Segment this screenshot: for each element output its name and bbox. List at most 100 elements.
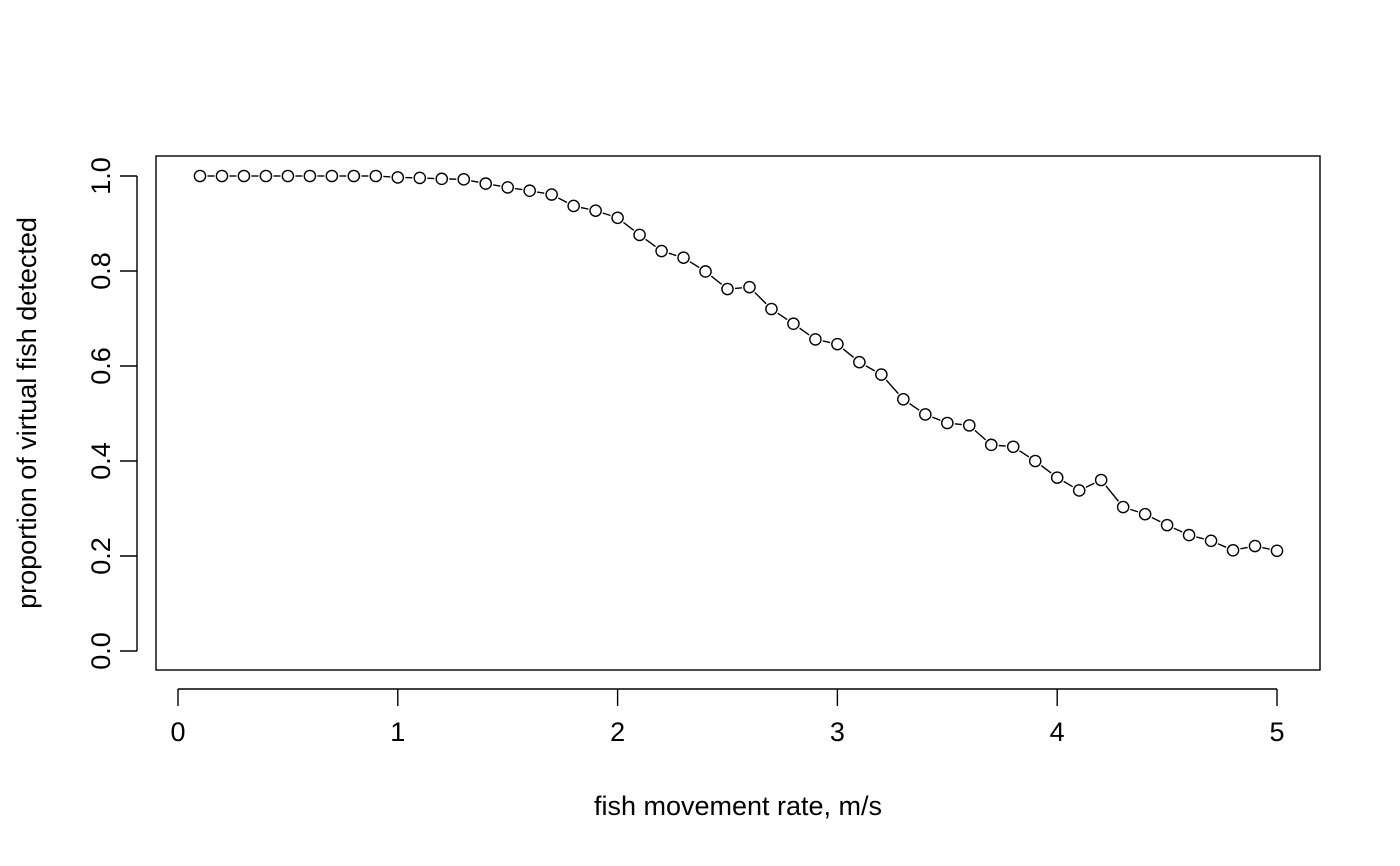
series-line-segment [842,348,855,358]
data-point [1182,528,1196,542]
series-line-segment [799,327,810,336]
data-point [325,169,339,183]
series-line-segment [1217,543,1227,548]
series-line-segment [1040,464,1052,474]
data-point [589,204,602,217]
data-point [633,228,646,242]
data-point [853,355,866,369]
series-line-segment [865,365,876,372]
x-axis: 0 1 2 3 4 5 [170,688,1285,747]
data-point [765,302,778,316]
data-point [193,169,207,183]
y-axis: 0.0 0.2 0.4 0.6 0.8 1.0 [86,157,138,670]
series-line-segment [734,287,743,290]
data-point [1094,473,1108,487]
data-point [1006,440,1020,454]
series-line-segment [1130,508,1139,513]
y-tick-label: 1.0 [86,157,116,195]
data-point [941,416,954,430]
data-point [962,419,976,432]
series-line-segment [645,238,656,248]
data-point [875,368,888,381]
data-point [479,177,493,190]
series-line-segment [1173,527,1183,533]
data-point [1138,507,1152,521]
data-point [347,169,361,183]
x-tick-label: 1 [390,717,405,747]
series-line-segment [580,206,589,210]
data-point [919,408,932,421]
series-line-segment [602,212,611,217]
series-line-segment [1240,546,1248,550]
data-point [1248,539,1262,553]
data-point [1028,454,1042,468]
data-point [699,265,712,278]
x-axis-label: fish movement rate, m/s [594,791,882,821]
data-point [1226,544,1240,557]
data-point [413,171,427,185]
data-point [259,169,273,183]
data-point [1270,544,1284,558]
x-tick-label: 3 [830,717,845,747]
series-line-segment [1196,536,1204,540]
series-line-segment [909,402,920,411]
data-point [655,244,668,258]
series-line-segment [492,184,501,187]
data-point [215,169,229,183]
series-line-segment [515,187,523,191]
data-point [1050,471,1064,484]
data-point [831,337,844,351]
x-tick-label: 2 [610,717,625,747]
series-line-segment [1019,450,1030,458]
series-line-segment [822,340,831,344]
x-tick-label: 4 [1050,717,1065,747]
data-point [523,184,536,198]
data-point [1160,518,1174,532]
series-line-segment [885,379,899,395]
series-line-segment [1262,546,1270,550]
series-line-segment [668,252,677,257]
data-point [1204,534,1218,548]
data-point [677,251,690,265]
data-point [369,169,383,183]
series-line-segment [777,312,788,321]
data-point [721,282,734,296]
series-line-segment [1105,485,1119,502]
data-point [567,199,580,213]
x-tick-label: 5 [1269,717,1284,747]
series-line-segment [974,429,987,441]
data-point [303,169,317,183]
data-point [435,172,449,186]
y-tick-label: 0.4 [86,442,116,480]
data-point [1072,484,1086,497]
data-point [897,392,910,406]
y-tick-label: 0.2 [86,537,116,575]
data-point [1116,500,1130,514]
series-line-segment [1063,480,1074,488]
series-line-segment [470,180,479,183]
series-line-segment [689,261,700,269]
data-point [237,169,251,183]
series-line-segment [1085,482,1095,488]
series-line-segment [1151,516,1161,523]
series-line-segment [954,423,962,426]
data-point [809,333,822,346]
data-point [391,171,405,184]
x-tick-label: 0 [170,717,185,747]
y-tick-label: 0.8 [86,252,116,290]
data-point [984,438,998,452]
y-tick-label: 0.6 [86,347,116,385]
data-point [501,181,515,194]
series-line-segment [998,444,1006,447]
series-line-segment [754,291,767,305]
y-axis-label: proportion of virtual fish detected [12,217,42,609]
series-line-segment [536,191,545,194]
series-line-segment [932,416,941,421]
plot-frame [155,155,1321,671]
series-line-segment [557,197,568,204]
series-line-segment [710,275,723,285]
data-point [743,280,756,294]
data-point [787,317,800,331]
y-tick-label: 0.0 [86,632,116,670]
